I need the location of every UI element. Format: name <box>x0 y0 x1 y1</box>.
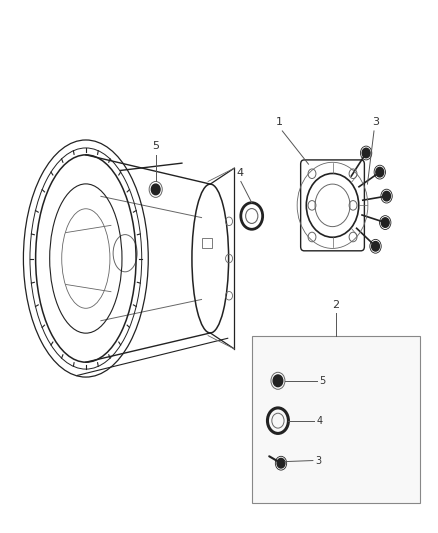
Circle shape <box>362 148 370 158</box>
Circle shape <box>273 375 283 386</box>
Text: 2: 2 <box>332 300 339 310</box>
Circle shape <box>381 218 389 228</box>
Text: 4: 4 <box>236 168 243 177</box>
Text: 5: 5 <box>152 141 159 151</box>
Text: 3: 3 <box>315 456 321 465</box>
Circle shape <box>151 184 160 195</box>
Circle shape <box>376 167 384 177</box>
Text: 5: 5 <box>319 376 326 386</box>
Circle shape <box>383 191 391 201</box>
Bar <box>201 238 212 248</box>
Circle shape <box>371 241 379 251</box>
Text: 4: 4 <box>316 416 322 426</box>
Bar <box>252 336 420 503</box>
Circle shape <box>277 458 285 468</box>
Text: 3: 3 <box>373 117 380 127</box>
Text: 1: 1 <box>276 117 283 127</box>
